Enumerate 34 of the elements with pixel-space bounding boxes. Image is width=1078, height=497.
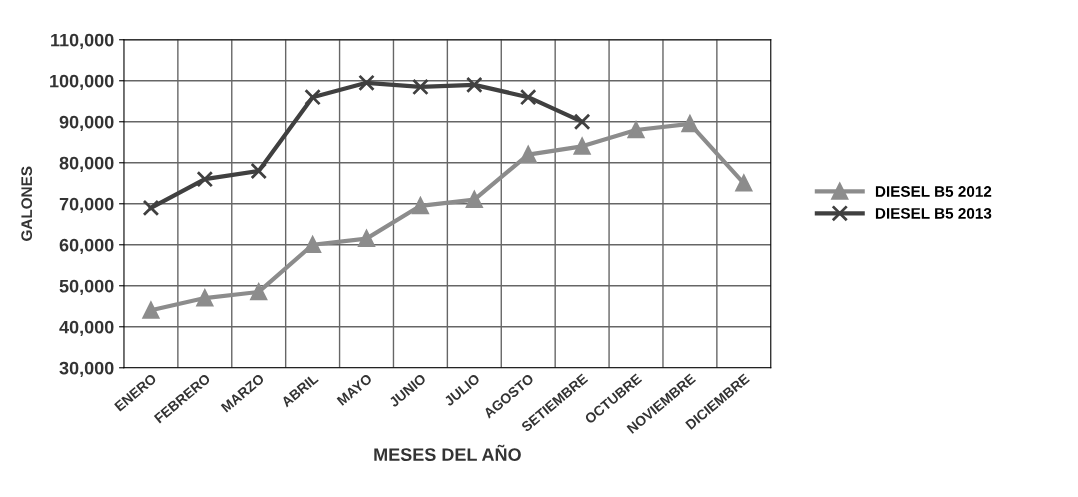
y-tick-label: 70,000 (59, 197, 114, 214)
point (358, 74, 375, 92)
legend-label: DIESEL B5 2013 (875, 207, 992, 219)
y-tick-label: 110,000 (51, 33, 114, 50)
y-tick-label: 60,000 (59, 238, 114, 255)
point (412, 78, 429, 96)
point (465, 76, 483, 94)
x-axis-title: MESES DEL AÑO (374, 444, 521, 461)
point (250, 283, 268, 301)
y-tick-label: 40,000 (59, 320, 114, 337)
point (681, 115, 699, 133)
point (304, 236, 321, 254)
y-tick-label: 100,000 (50, 74, 114, 91)
point (142, 302, 160, 319)
y-tick-label: 90,000 (59, 115, 114, 132)
point (519, 146, 537, 163)
point (573, 138, 591, 155)
point (304, 88, 321, 106)
y-tick-label: 50,000 (59, 279, 114, 296)
point (412, 197, 429, 215)
y-axis-title: GALONES (21, 166, 33, 241)
point (519, 88, 537, 106)
point (250, 162, 268, 180)
point (627, 121, 645, 139)
y-tick-label: 30,000 (59, 361, 114, 378)
y-tick-label: 80,000 (59, 156, 114, 173)
point (358, 230, 375, 247)
point (196, 170, 214, 188)
point (196, 289, 214, 307)
point (142, 199, 160, 217)
point (465, 191, 483, 208)
legend-label: DIESEL B5 2012 (875, 186, 992, 197)
point (735, 174, 753, 192)
point (573, 113, 591, 131)
